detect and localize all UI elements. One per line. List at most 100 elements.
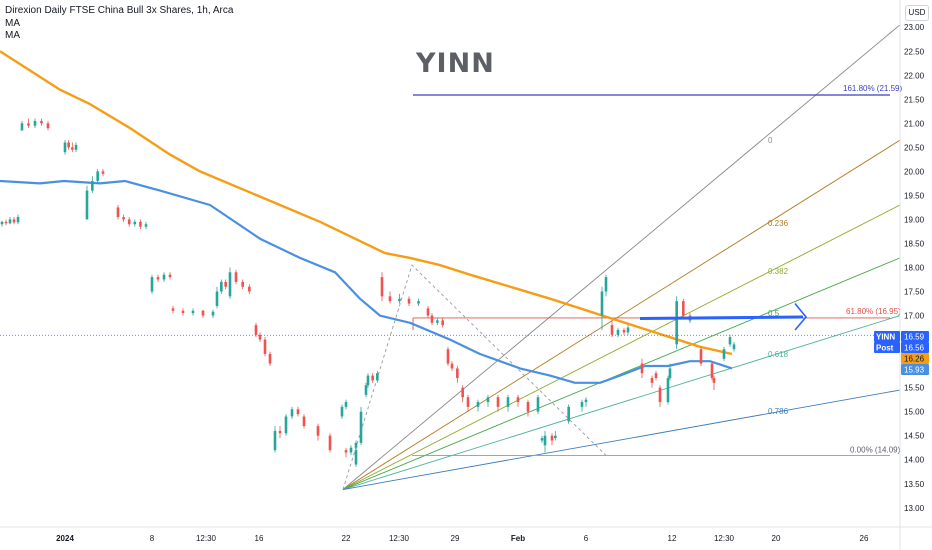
fib-fan-line <box>342 204 901 490</box>
candle <box>278 426 282 439</box>
candle-body <box>398 298 401 302</box>
candle <box>211 309 215 318</box>
symbol-watermark: YINN <box>416 48 495 79</box>
candle <box>626 325 630 335</box>
candle <box>40 118 43 126</box>
price-tick-label: 23.00 <box>904 23 925 32</box>
ma-slow-line <box>0 50 733 356</box>
candle-body <box>610 325 614 335</box>
candle <box>96 168 99 184</box>
candle <box>536 394 540 415</box>
candle <box>364 382 368 398</box>
candle-body <box>567 406 570 422</box>
candle-body <box>476 402 480 407</box>
fib-zero-label: 0.00% (14.09) <box>850 445 901 454</box>
candle <box>162 272 166 282</box>
candle-body <box>63 142 67 153</box>
candle-body <box>359 411 363 443</box>
candle <box>122 214 125 222</box>
fib-fan-line <box>342 139 901 490</box>
candle-body <box>658 387 662 403</box>
candle <box>191 308 195 316</box>
time-tick-label: 16 <box>255 534 264 543</box>
candle-body <box>580 402 584 407</box>
candle-body <box>263 339 267 354</box>
candle-body <box>668 368 672 379</box>
candle-body <box>516 397 520 403</box>
candle <box>622 327 626 335</box>
candle <box>91 176 94 194</box>
candle <box>486 394 490 407</box>
time-tick-label: 8 <box>150 534 155 543</box>
candle <box>650 375 654 388</box>
candle-body <box>228 272 232 297</box>
candle <box>349 445 353 455</box>
fibonacci-fan: 0 0.236 0.382 0.5 0.618 0.786 0.00% (14.09) 161… <box>342 24 902 490</box>
candle <box>710 361 714 381</box>
candle-body <box>316 426 320 436</box>
candle <box>441 317 444 328</box>
price-tick-label: 15.50 <box>904 384 925 393</box>
candle <box>144 221 148 230</box>
candle <box>446 346 450 367</box>
candle-body <box>116 207 120 218</box>
time-axis[interactable]: 2024 8 12:30 16 22 12:30 29 Feb 6 12 12:30 20 26 <box>0 526 932 543</box>
candle-body <box>349 447 353 453</box>
fib-fan-line <box>342 389 901 490</box>
candle-body <box>622 329 626 333</box>
price-tick-label: 13.50 <box>904 480 925 489</box>
candle <box>407 296 411 306</box>
price-tick-label: 13.00 <box>904 504 925 513</box>
currency-button[interactable]: USD <box>905 5 929 21</box>
target-line <box>639 315 804 320</box>
candle <box>728 334 732 347</box>
time-tick-label: 20 <box>772 534 781 543</box>
candle-body <box>388 296 392 302</box>
fib-anchor-path <box>342 264 607 490</box>
candle-body <box>168 274 172 278</box>
candle <box>296 406 300 417</box>
candle <box>228 267 232 299</box>
candle <box>567 404 570 424</box>
price-tick-label: 17.00 <box>904 312 925 321</box>
candle-body <box>273 430 277 451</box>
candle-body <box>728 337 732 345</box>
time-tick-label: 26 <box>860 534 869 543</box>
indicator-label-ma-1[interactable]: MA <box>5 18 20 29</box>
candle <box>584 397 588 407</box>
candle <box>417 298 420 306</box>
candle <box>156 274 160 282</box>
candle <box>290 406 294 419</box>
price-axis[interactable]: 13.0013.5014.0014.5015.0015.5016.0016.50… <box>874 0 929 550</box>
candles <box>0 118 736 467</box>
candle <box>450 361 454 371</box>
candle <box>344 399 348 410</box>
candle-body <box>122 217 125 220</box>
candle-body <box>284 416 288 434</box>
candle <box>220 279 223 294</box>
indicator-label-ma-2[interactable]: MA <box>5 30 20 41</box>
candle-body <box>171 308 175 311</box>
candle <box>171 305 175 314</box>
fib-fan-line <box>342 24 901 490</box>
fib-level-label: 0 <box>768 136 773 145</box>
candle <box>234 269 238 285</box>
price-tag-box <box>901 364 929 375</box>
candle-body <box>181 310 185 314</box>
candle <box>63 140 67 155</box>
candle <box>712 375 716 391</box>
candle-body <box>640 363 644 374</box>
candle-body <box>224 281 227 287</box>
candle-body <box>380 277 384 297</box>
time-tick-label: 22 <box>342 534 351 543</box>
candle-body <box>12 219 16 223</box>
annotations <box>0 303 900 336</box>
candle-body <box>211 311 215 316</box>
candle-body <box>220 281 223 292</box>
candle <box>461 385 464 403</box>
time-tick-label: 12:30 <box>714 534 735 543</box>
price-tick-label: 19.50 <box>904 191 925 200</box>
candle <box>658 385 662 407</box>
candle-body <box>550 435 554 441</box>
